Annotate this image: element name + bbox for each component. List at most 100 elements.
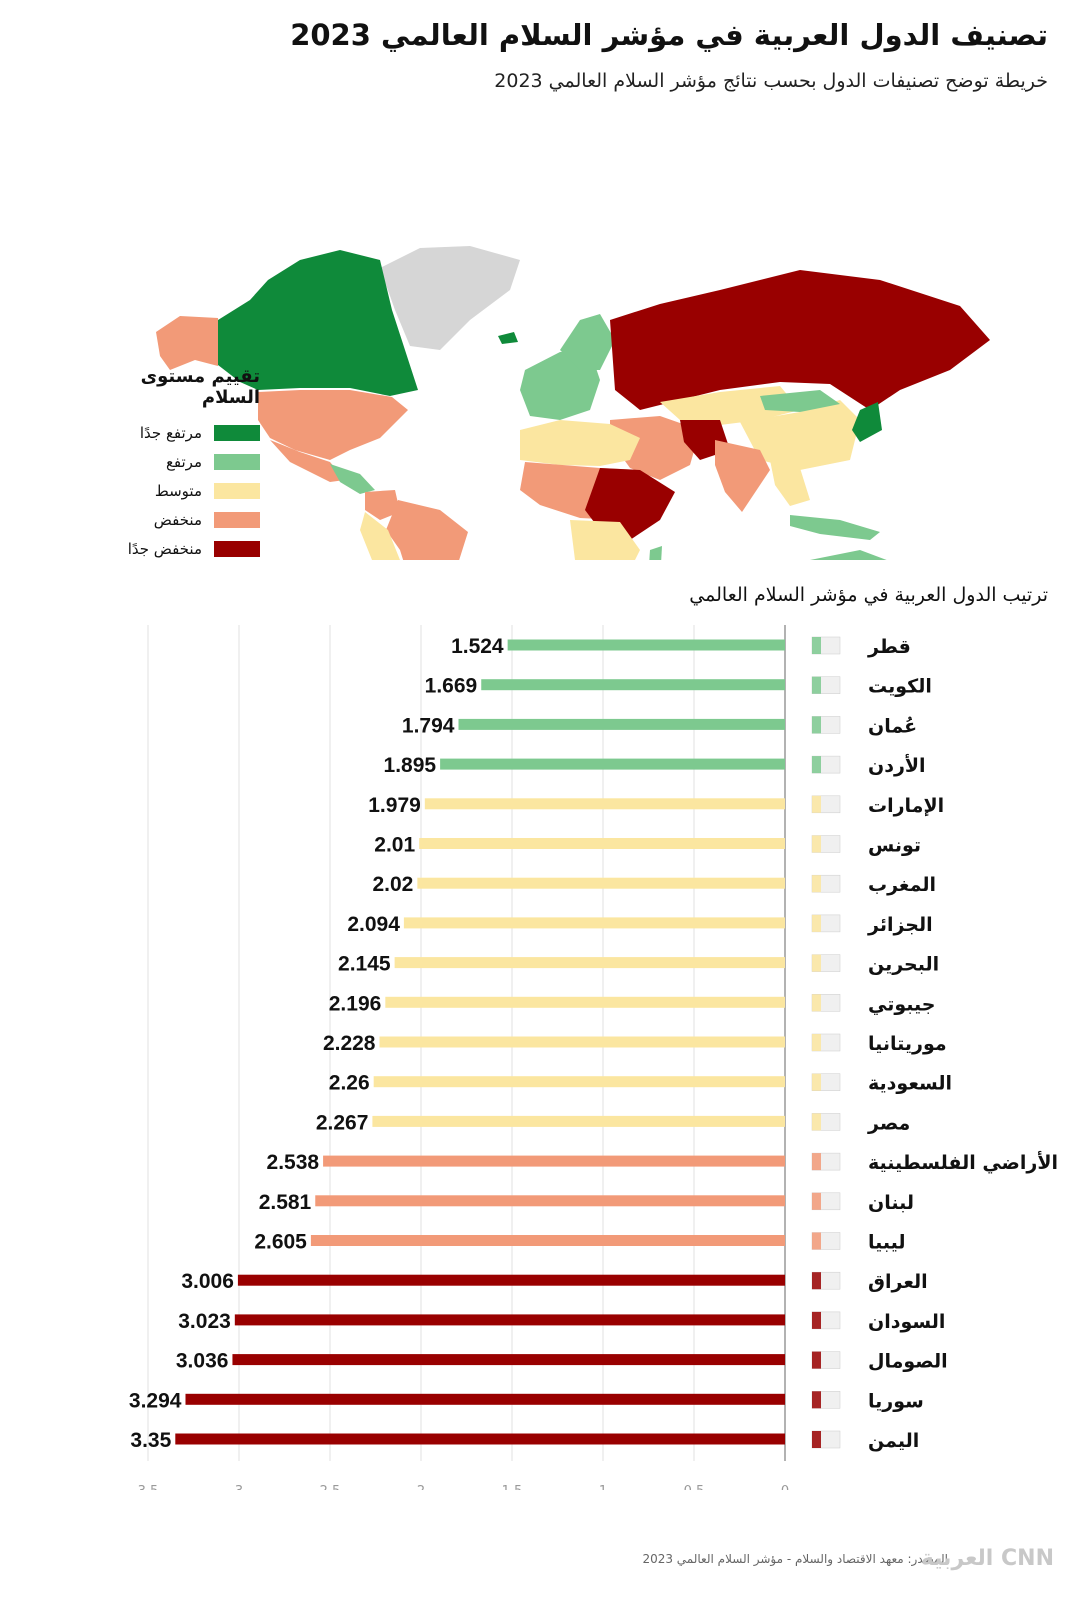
country-label: السعودية <box>868 1073 952 1095</box>
world-map <box>156 246 990 560</box>
flag-stripe <box>812 716 821 734</box>
legend-label: متوسط <box>154 481 202 500</box>
map-region-japan <box>852 402 882 442</box>
bar-chart: 3.5 3 2.5 2 1.5 1 0.5 0 1.524 قطر 1.669 الكويت 1.794… <box>129 625 1058 1490</box>
x-tick-label: 0.5 <box>684 1484 705 1490</box>
legend-swatch <box>214 453 260 470</box>
legend-label: مرتفع جدًا <box>139 423 202 442</box>
legend-item: منخفض <box>80 505 260 534</box>
legend: تقييم مستوى السلام مرتفع جدًا مرتفع متوس… <box>80 366 260 563</box>
map-region-brazil <box>386 500 468 560</box>
chart-title: ترتيب الدول العربية في مؤشر السلام العال… <box>689 584 1048 606</box>
bar <box>419 838 785 849</box>
bar <box>507 639 785 651</box>
country-label: سوريا <box>868 1390 924 1412</box>
map-region-iceland <box>498 332 518 344</box>
bar-value-label: 3.294 <box>129 1389 182 1412</box>
bar <box>237 1274 785 1286</box>
flag-stripe <box>812 954 821 972</box>
country-label: الإمارات <box>868 795 944 817</box>
map-region-indonesia <box>790 515 880 540</box>
flag-stripe <box>812 914 821 932</box>
map-region-peru-bolivia <box>360 512 400 560</box>
x-tick-label: 3.5 <box>138 1484 159 1490</box>
country-label: ليبيا <box>868 1232 906 1254</box>
map-region-canada <box>218 250 418 396</box>
page-subtitle: خريطة توضح تصنيفات الدول بحسب نتائج مؤشر… <box>494 70 1048 92</box>
bar <box>481 679 785 691</box>
bar <box>403 917 785 929</box>
country-label: موريتانيا <box>868 1033 947 1055</box>
map-region-central-america <box>330 464 375 494</box>
x-tick-label: 1.5 <box>502 1484 523 1490</box>
map-region-usa <box>258 390 408 460</box>
legend-label: مرتفع <box>165 452 202 471</box>
bar-value-label: 1.979 <box>368 794 421 817</box>
bar-value-label: 2.094 <box>347 913 400 936</box>
flag-stripe <box>812 875 821 893</box>
map-region-australia <box>810 550 887 560</box>
bar-value-label: 3.35 <box>130 1429 171 1452</box>
flag-stripe <box>812 1192 821 1210</box>
map-region-middle-east <box>610 416 700 480</box>
country-label: الأراضي الفلسطينية <box>868 1151 1058 1174</box>
legend-swatch <box>214 511 260 528</box>
map-region-colombia <box>365 490 400 520</box>
bar <box>372 1115 785 1127</box>
bar-value-label: 1.895 <box>384 754 437 777</box>
map-region-russia <box>610 270 990 410</box>
country-label: تونس <box>868 835 921 857</box>
map-region-mongolia <box>760 390 840 412</box>
flag-stripe <box>812 1351 821 1369</box>
country-label: المغرب <box>868 874 936 896</box>
map-region-china <box>740 400 860 470</box>
flag-stripe <box>812 835 821 853</box>
flag-stripe <box>812 1272 821 1290</box>
legend-swatch <box>214 424 260 441</box>
map-region-scandinavia <box>560 314 615 370</box>
map-region-madagascar <box>649 546 662 560</box>
legend-swatch <box>214 482 260 499</box>
legend-item: مرتفع جدًا <box>80 418 260 447</box>
bar-value-label: 2.228 <box>323 1032 376 1055</box>
flag-stripe <box>812 1034 821 1051</box>
legend-label: منخفض جدًا <box>127 539 202 558</box>
bar <box>315 1195 785 1207</box>
country-label: الكويت <box>868 676 932 698</box>
country-label: السودان <box>868 1311 945 1333</box>
country-label: لبنان <box>868 1192 914 1214</box>
country-label: اليمن <box>868 1430 919 1452</box>
legend-title: تقييم مستوى السلام <box>140 366 260 408</box>
country-label: عُمان <box>868 715 917 737</box>
flag-stripe <box>812 637 821 654</box>
bar <box>458 718 785 730</box>
bar <box>175 1433 786 1445</box>
country-label: البحرين <box>868 954 939 976</box>
country-label: العراق <box>868 1271 928 1293</box>
x-tick-label: 2 <box>417 1484 425 1490</box>
bar-value-label: 2.538 <box>267 1151 320 1174</box>
x-tick-label: 0 <box>781 1484 789 1490</box>
x-tick-label: 3 <box>235 1484 243 1490</box>
bar-value-label: 3.036 <box>176 1350 229 1373</box>
bar <box>310 1235 785 1246</box>
bar-value-label: 2.196 <box>329 992 382 1015</box>
x-tick-label: 2.5 <box>320 1484 341 1490</box>
bar <box>379 1036 785 1048</box>
bar <box>385 996 785 1008</box>
bar-value-label: 2.26 <box>329 1072 370 1095</box>
map-region-central-africa <box>570 520 640 560</box>
map-region-alaska <box>156 316 218 370</box>
bar-value-label: 2.145 <box>338 953 391 976</box>
bar-value-label: 2.605 <box>254 1231 307 1254</box>
bar-value-label: 1.524 <box>451 635 504 658</box>
bar-value-label: 1.794 <box>402 714 455 737</box>
bar-value-label: 3.006 <box>181 1270 234 1293</box>
bar <box>417 877 785 889</box>
country-label: الجزائر <box>867 914 933 936</box>
map-region-greenland <box>380 246 520 350</box>
bar-value-label: 2.02 <box>372 873 413 896</box>
flag-stripe <box>812 795 821 813</box>
flag-stripe <box>812 1431 821 1448</box>
map-region-north-africa <box>520 420 640 466</box>
